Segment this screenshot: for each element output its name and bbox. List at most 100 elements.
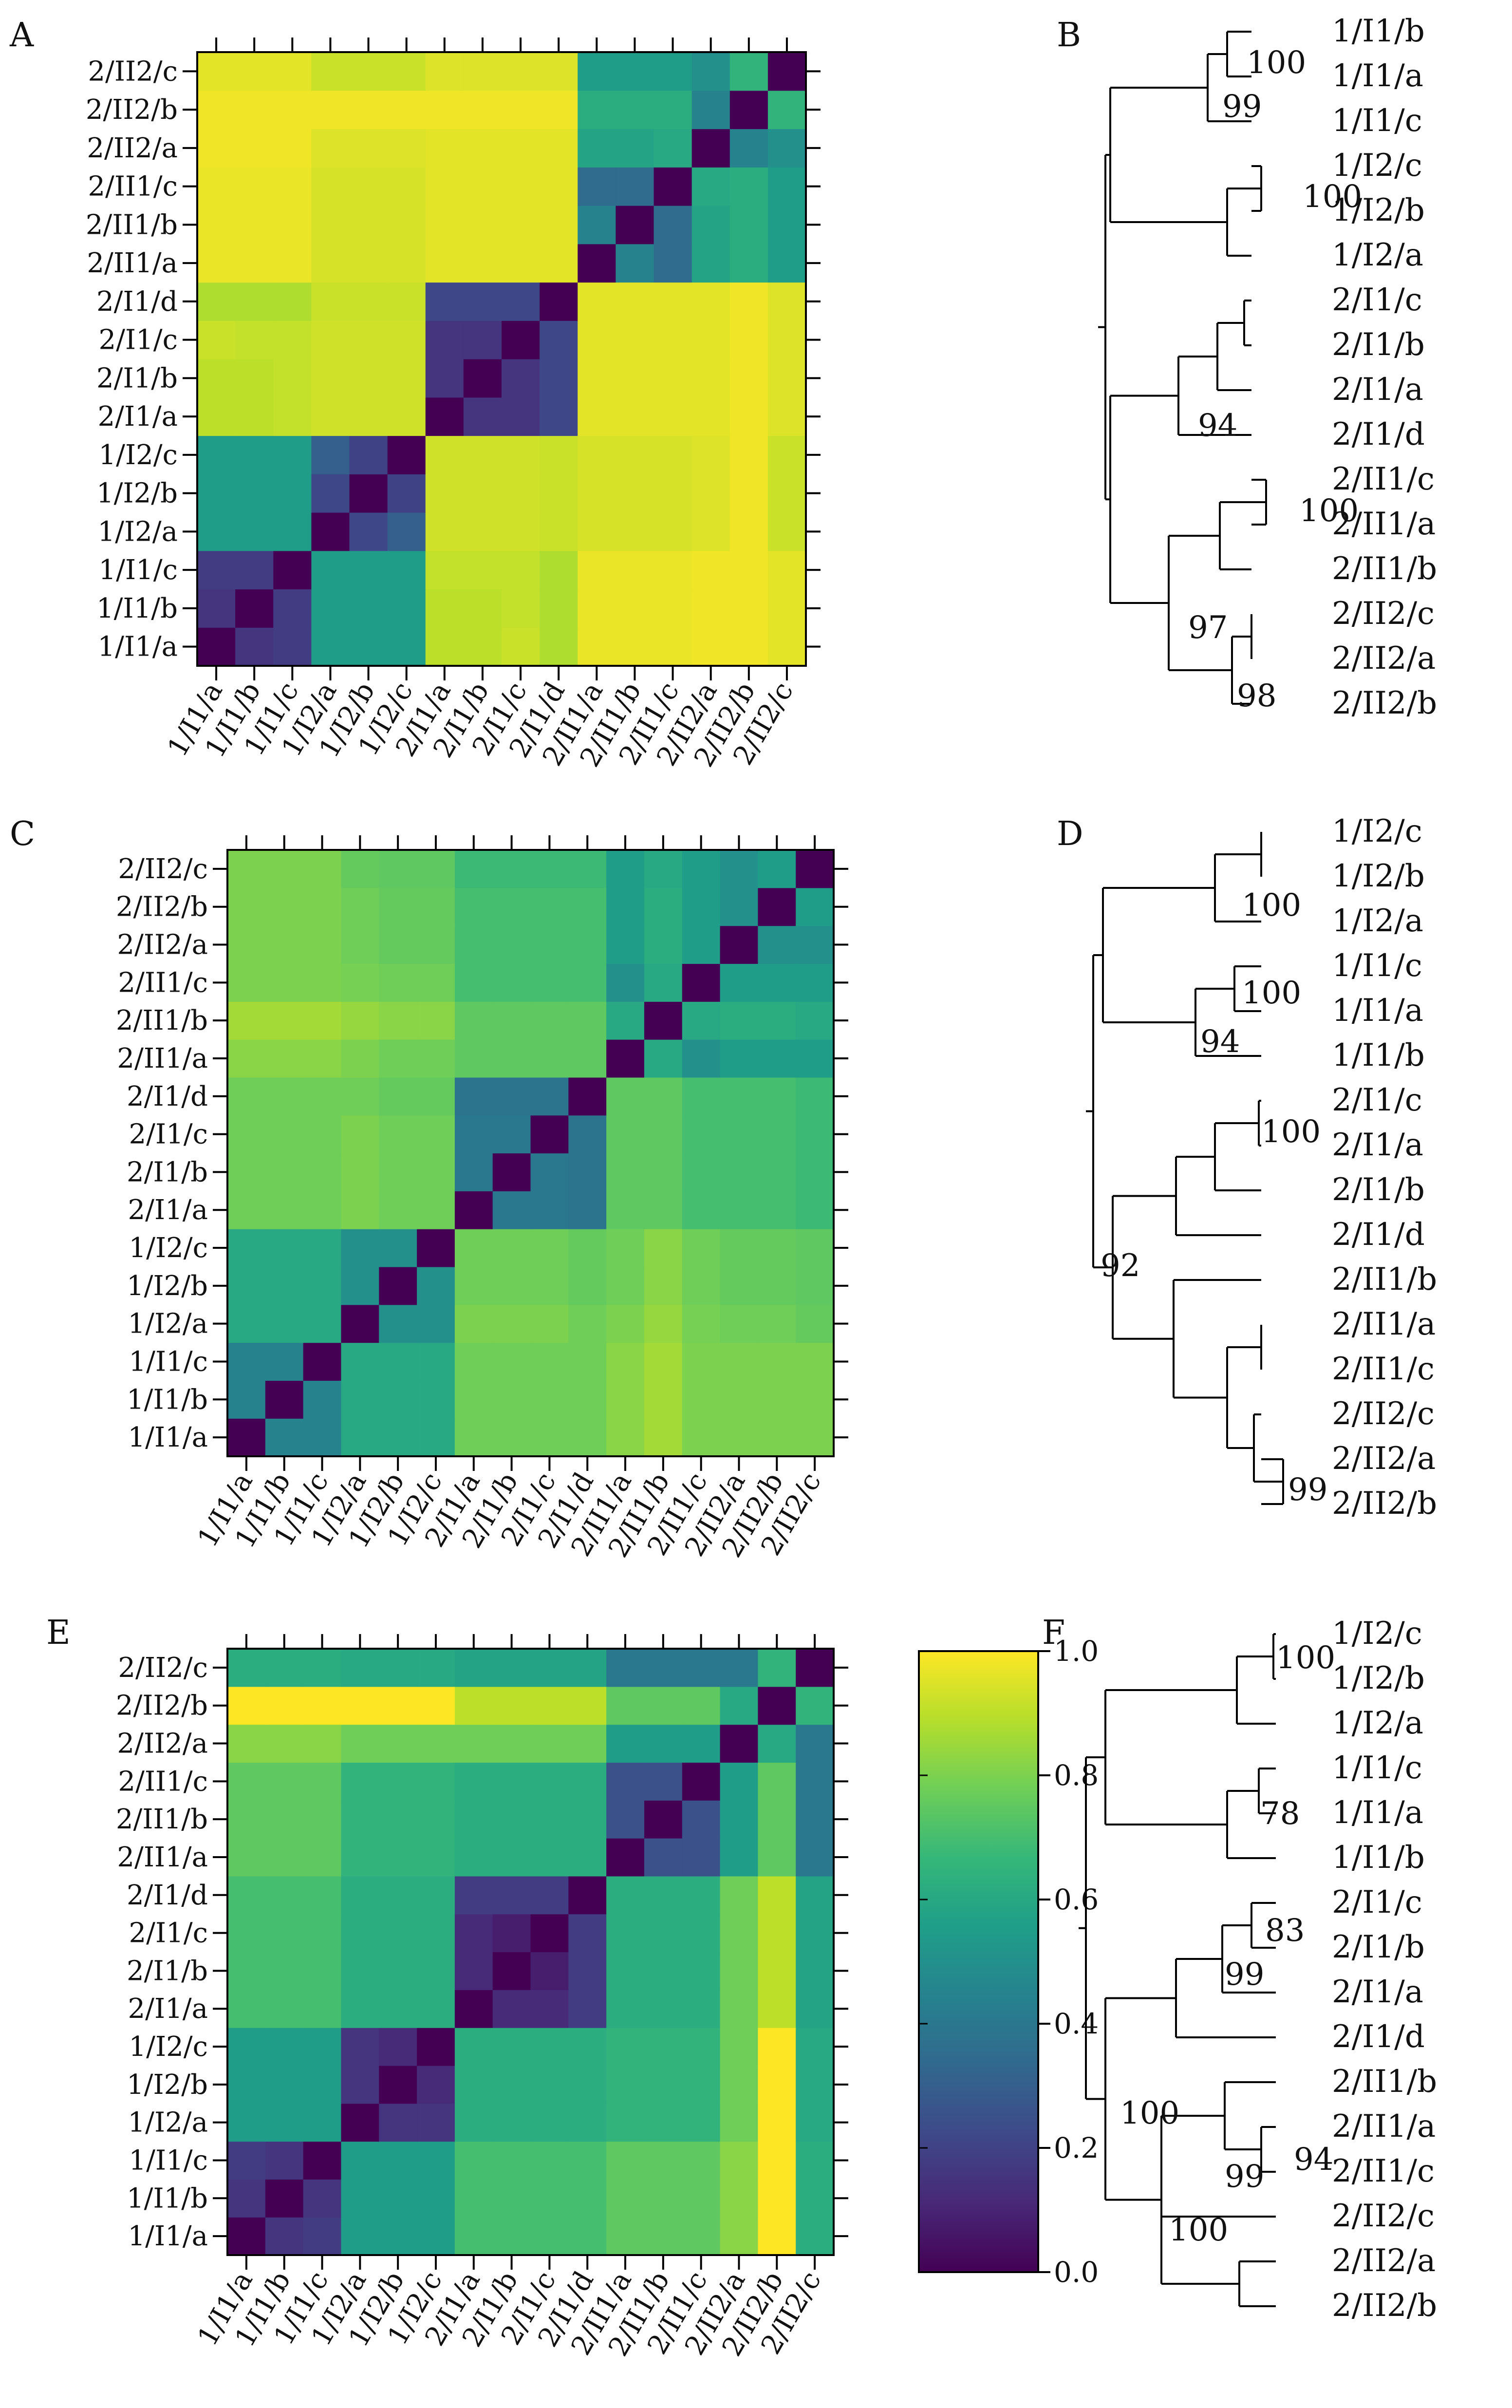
heatmap-cell [758, 1115, 796, 1154]
heatmap-cell [265, 1342, 304, 1381]
heatmap-cell [682, 1153, 721, 1191]
y-tick-label: 2/II1/c [88, 171, 178, 203]
panel-letter-a: A [9, 16, 34, 55]
heatmap-cell [530, 1418, 569, 1457]
heatmap-cell [691, 359, 730, 398]
heatmap-cell [379, 1077, 417, 1116]
heatmap-cell [379, 887, 417, 926]
heatmap-cell [796, 1952, 834, 1990]
heatmap-cell [644, 2141, 683, 2180]
heatmap-cell [454, 1001, 493, 1040]
y-tick-label: 1/I1/c [129, 1346, 208, 1377]
heatmap-cell [606, 1039, 645, 1078]
heatmap-cell [644, 1952, 683, 1990]
heatmap-cell [265, 2141, 304, 2180]
heatmap-cell [767, 90, 806, 130]
heatmap-cell [720, 1191, 758, 1229]
heatmap-cell [682, 963, 721, 1002]
heatmap-cell [417, 1077, 455, 1116]
heatmap-cell [425, 512, 464, 551]
heatmap-cell [502, 359, 540, 398]
heatmap-cell [227, 2141, 266, 2180]
bootstrap-label: 100 [1247, 45, 1306, 81]
y-tick-label: 2/II2/b [86, 94, 178, 126]
heatmap-cell [349, 589, 388, 628]
bootstrap-label: 100 [1242, 975, 1301, 1011]
heatmap-cell [492, 1800, 531, 1839]
leaf-label: 1/I1/b [1332, 1037, 1425, 1073]
heatmap-cell [758, 1191, 796, 1229]
heatmap-cell [682, 1838, 721, 1877]
heatmap-cell [502, 206, 540, 245]
heatmap-cell [265, 1304, 304, 1343]
heatmap-cell [492, 850, 531, 888]
heatmap-cell [796, 1380, 834, 1419]
leaf-label: 2/II1/a [1332, 1306, 1436, 1342]
heatmap-cell [341, 1191, 379, 1229]
heatmap-cell [273, 206, 312, 245]
heatmap-cell [303, 887, 342, 926]
heatmap-cell [311, 474, 350, 513]
heatmap-cell [682, 1990, 721, 2028]
bootstrap-label: 100 [1299, 493, 1359, 529]
leaf-label: 1/I2/a [1332, 903, 1423, 939]
heatmap-cell [227, 1724, 266, 1763]
heatmap-cell [341, 1001, 379, 1040]
heatmap-frame [226, 849, 835, 1457]
heatmap-cell [492, 2217, 531, 2256]
heatmap-cell [644, 1266, 683, 1305]
heatmap-cell [227, 1229, 266, 1267]
heatmap-cell [197, 52, 236, 91]
heatmap-cell [691, 627, 730, 666]
leaf-label: 2/I1/d [1332, 416, 1425, 452]
heatmap-cell [729, 397, 768, 436]
heatmap-cell [530, 1039, 569, 1078]
heatmap-cell [463, 206, 502, 245]
heatmap-cell [341, 1153, 379, 1191]
heatmap-cell [691, 90, 730, 130]
heatmap-cell [796, 1191, 834, 1229]
heatmap-cell [311, 129, 350, 168]
heatmap-cell [273, 512, 312, 551]
heatmap-cell [578, 589, 616, 628]
heatmap-cell [303, 1266, 342, 1305]
heatmap-cell [341, 2065, 379, 2104]
heatmap-cell [767, 435, 806, 474]
heatmap-cell [425, 90, 464, 130]
heatmap-cell [417, 2103, 455, 2142]
leaf-label: 1/I2/c [1332, 148, 1422, 184]
heatmap-cell [454, 2065, 493, 2104]
heatmap-cell [502, 550, 540, 590]
heatmap-cell [530, 887, 569, 926]
heatmap-cell [720, 1077, 758, 1116]
y-tick-label: 1/I2/c [129, 2031, 208, 2063]
heatmap-cell [720, 1649, 758, 1687]
heatmap-cell [682, 2217, 721, 2256]
heatmap-cell [682, 1077, 721, 1116]
heatmap-cell [265, 1649, 304, 1687]
heatmap-cell [606, 1304, 645, 1343]
y-tick-label: 1/I2/c [99, 439, 178, 471]
heatmap-cell [578, 129, 616, 168]
y-tick-label: 2/II2/b [116, 891, 208, 923]
leaf-label: 2/I1/c [1332, 1884, 1422, 1920]
heatmap-cell [653, 512, 692, 551]
heatmap-cell [425, 206, 464, 245]
heatmap-cell [197, 627, 236, 666]
heatmap-cell [227, 963, 266, 1002]
y-tick-label: 2/I1/d [96, 286, 178, 318]
heatmap-cell [796, 1304, 834, 1343]
heatmap-cell [606, 925, 645, 964]
leaf-label: 2/II2/a [1332, 2243, 1436, 2279]
heatmap-cell [311, 359, 350, 398]
heatmap-cell [568, 887, 607, 926]
heatmap-cell [767, 320, 806, 359]
heatmap-cell [540, 52, 578, 91]
heatmap-cell [606, 1914, 645, 1953]
heatmap-cell [492, 1077, 531, 1116]
heatmap-cell [197, 397, 236, 436]
heatmap-cell [568, 1039, 607, 1078]
heatmap-cell [568, 1418, 607, 1457]
heatmap-cell [265, 1115, 304, 1154]
heatmap-cell [767, 512, 806, 551]
